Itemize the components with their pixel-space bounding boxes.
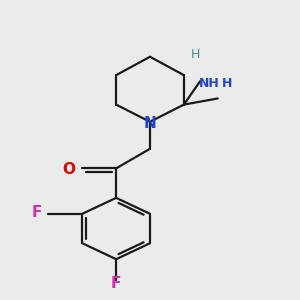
Text: N: N xyxy=(144,116,156,130)
Text: H: H xyxy=(222,77,232,90)
Text: NH: NH xyxy=(199,77,219,90)
Text: F: F xyxy=(32,205,42,220)
Text: F: F xyxy=(111,276,121,291)
Text: H: H xyxy=(191,48,201,61)
Text: O: O xyxy=(62,162,76,177)
